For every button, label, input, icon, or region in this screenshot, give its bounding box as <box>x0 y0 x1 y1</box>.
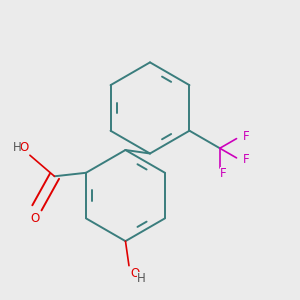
Text: H: H <box>12 140 21 154</box>
Text: H: H <box>137 272 146 285</box>
Text: F: F <box>243 153 250 166</box>
Text: O: O <box>131 267 140 280</box>
Text: F: F <box>243 130 250 143</box>
Text: O: O <box>31 212 40 225</box>
Text: F: F <box>220 167 226 180</box>
Text: O: O <box>19 140 28 154</box>
